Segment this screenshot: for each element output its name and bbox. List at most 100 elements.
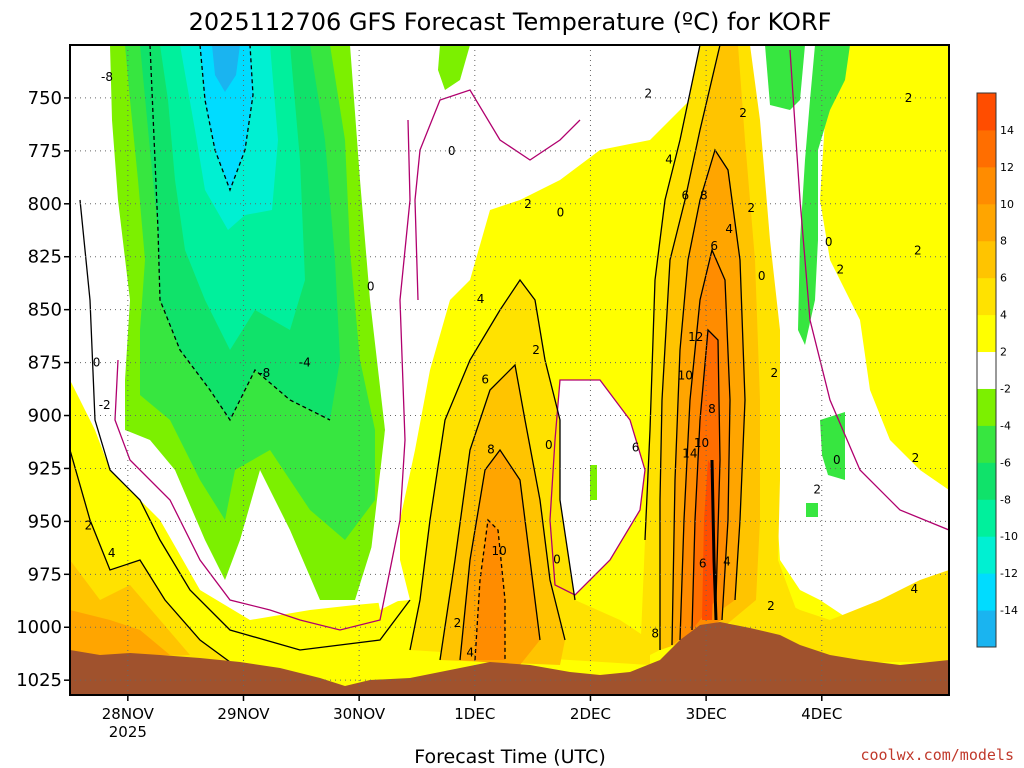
contour-two-left xyxy=(79,199,411,651)
colorbar-label: 14 xyxy=(1000,124,1014,137)
y-tick-label: 925 xyxy=(28,458,62,479)
region-cold-right-top xyxy=(765,45,805,110)
contour-label: 4 xyxy=(466,646,474,660)
contour-label: -2 xyxy=(99,398,111,412)
contour-label: 0 xyxy=(93,356,101,370)
contour-zero-left xyxy=(114,119,411,631)
contour-label: 4 xyxy=(108,546,116,560)
contour-ten-3dec xyxy=(679,247,731,641)
contour-minus-cold-2 xyxy=(199,45,254,192)
colorbar-label: -8 xyxy=(1000,493,1011,506)
contour-label: 12 xyxy=(688,330,703,344)
colorbar-segment xyxy=(977,351,996,389)
region-warm-8-left xyxy=(70,610,170,658)
contour-label: 8 xyxy=(708,402,716,416)
x-axis-label: Forecast Time (UTC) xyxy=(414,746,605,768)
plot-area xyxy=(70,45,949,695)
y-tick-label: 775 xyxy=(28,141,62,162)
contour-ten-1dec xyxy=(474,518,506,661)
plot-frame xyxy=(69,44,950,696)
y-tick-label: 825 xyxy=(28,247,62,268)
colorbar-label: -4 xyxy=(1000,419,1011,432)
region-cold-right-band xyxy=(798,45,850,345)
colorbar: -14 -12 -10 -8 -6 -4 -2 2 4 6 8 10 12 14 xyxy=(976,92,1018,648)
colorbar-label: 4 xyxy=(1000,309,1007,322)
colorbar-segment xyxy=(977,129,996,168)
contour-lines xyxy=(70,45,949,663)
contour-label: 6 xyxy=(681,188,689,202)
x-tick-label: 29NOV xyxy=(217,705,270,723)
x-tick-label: 1DEC xyxy=(454,705,495,723)
colorbar-segment xyxy=(977,462,996,500)
contour-label: 4 xyxy=(723,555,731,569)
contour-four-left xyxy=(70,449,231,663)
colorbar-segment xyxy=(977,425,996,463)
contour-label: 8 xyxy=(700,188,708,202)
region-near-zero-right xyxy=(745,45,949,650)
colorbar-segment xyxy=(977,536,996,574)
contour-zero-2dec xyxy=(549,379,646,596)
contour-label: 2 xyxy=(912,451,920,465)
colorbar-label: 10 xyxy=(1000,198,1014,211)
contour-zero-right xyxy=(789,49,949,531)
y-tick-label: 750 xyxy=(28,88,62,109)
colorbar-segment xyxy=(977,573,996,611)
contour-label: 2 xyxy=(739,106,747,120)
contour-label: 2 xyxy=(905,91,913,105)
contour-label: 0 xyxy=(553,552,561,566)
region-cold-right-mid xyxy=(820,412,845,480)
contour-label: 2 xyxy=(524,197,532,211)
colorbar-frame xyxy=(976,92,997,648)
contour-label: 0 xyxy=(557,205,565,219)
contour-label: 2 xyxy=(767,599,775,613)
contour-label: 8 xyxy=(487,442,495,456)
colorbar-label: 2 xyxy=(1000,346,1007,359)
x-tick-label: 2DEC xyxy=(570,705,611,723)
contour-label: 0 xyxy=(367,279,375,293)
y-tick-label: 975 xyxy=(28,564,62,585)
contour-label: 2 xyxy=(85,519,93,533)
region-cold-2dec-small xyxy=(590,465,597,500)
terrain xyxy=(70,622,949,695)
colorbar-segment xyxy=(977,93,996,131)
contour-label: 4 xyxy=(477,292,485,306)
contour-label: 4 xyxy=(665,152,673,166)
colorbar-segment xyxy=(977,610,996,648)
contour-label: 8 xyxy=(651,627,659,641)
colorbar-segment xyxy=(977,277,996,316)
contour-six-1dec xyxy=(439,363,566,661)
contour-label: 2 xyxy=(836,262,844,276)
contour-fourteen-3dec xyxy=(710,459,718,621)
contour-label: 2 xyxy=(747,201,755,215)
contour-label: 10 xyxy=(694,436,709,450)
colorbar-label: -12 xyxy=(1000,567,1018,580)
contour-label: 6 xyxy=(481,373,489,387)
colorbar-segment xyxy=(977,314,996,353)
colorbar-label: 6 xyxy=(1000,272,1007,285)
contour-label: 4 xyxy=(725,222,733,236)
contour-label: 0 xyxy=(545,438,553,452)
credit-link[interactable]: coolwx.com/models xyxy=(860,746,1014,764)
contour-six-3dec xyxy=(659,45,721,650)
colorbar-label: 12 xyxy=(1000,161,1014,174)
colorbar-segment xyxy=(977,166,996,205)
x-tick-sublabel: 2025 xyxy=(109,723,147,741)
y-tick-label: 1025 xyxy=(16,670,62,691)
contour-label: 0 xyxy=(825,235,833,249)
colorbar-label: -2 xyxy=(1000,382,1011,395)
colorbar-segment xyxy=(977,240,996,279)
y-tick-label: 800 xyxy=(28,194,62,215)
contour-label: 10 xyxy=(678,368,693,382)
colorbar-segment xyxy=(977,499,996,537)
colorbar-label: 8 xyxy=(1000,235,1007,248)
region-cold-minus12 xyxy=(200,45,253,190)
contour-twelve-3dec xyxy=(691,328,721,631)
contour-label: 6 xyxy=(710,239,718,253)
region-cold-minus14 xyxy=(212,45,240,92)
colorbar-segment xyxy=(977,203,996,242)
contour-label: -8 xyxy=(101,70,113,84)
contour-label: 6 xyxy=(632,440,640,454)
contour-minus-cold xyxy=(149,45,331,422)
